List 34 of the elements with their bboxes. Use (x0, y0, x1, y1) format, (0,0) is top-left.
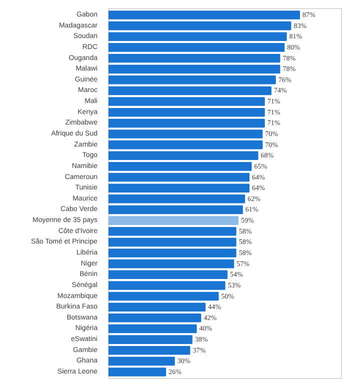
bar (108, 140, 263, 150)
bar (108, 324, 197, 334)
bar (108, 76, 276, 84)
bar (108, 151, 258, 160)
bar (108, 368, 166, 376)
bar (108, 356, 175, 366)
bar (108, 64, 280, 74)
bar (108, 86, 272, 96)
bar (108, 238, 236, 247)
bar (108, 21, 292, 30)
bar (108, 194, 246, 204)
bar (108, 270, 228, 280)
bar (108, 108, 265, 117)
bar (108, 216, 239, 225)
bar (108, 292, 219, 301)
bar (108, 226, 236, 236)
bar (108, 302, 206, 312)
bar (108, 54, 280, 63)
bar (108, 314, 202, 322)
bar (108, 43, 285, 52)
bar (108, 205, 243, 214)
bar (108, 118, 265, 128)
bar (108, 335, 192, 344)
bar (108, 248, 236, 258)
bar (108, 259, 234, 268)
bar (108, 130, 263, 138)
bar (108, 97, 265, 106)
bar (108, 281, 226, 290)
bar (108, 10, 300, 20)
bar (108, 32, 287, 42)
bar (108, 184, 250, 192)
bar (108, 162, 252, 171)
bar (108, 346, 190, 355)
bar (108, 172, 250, 182)
